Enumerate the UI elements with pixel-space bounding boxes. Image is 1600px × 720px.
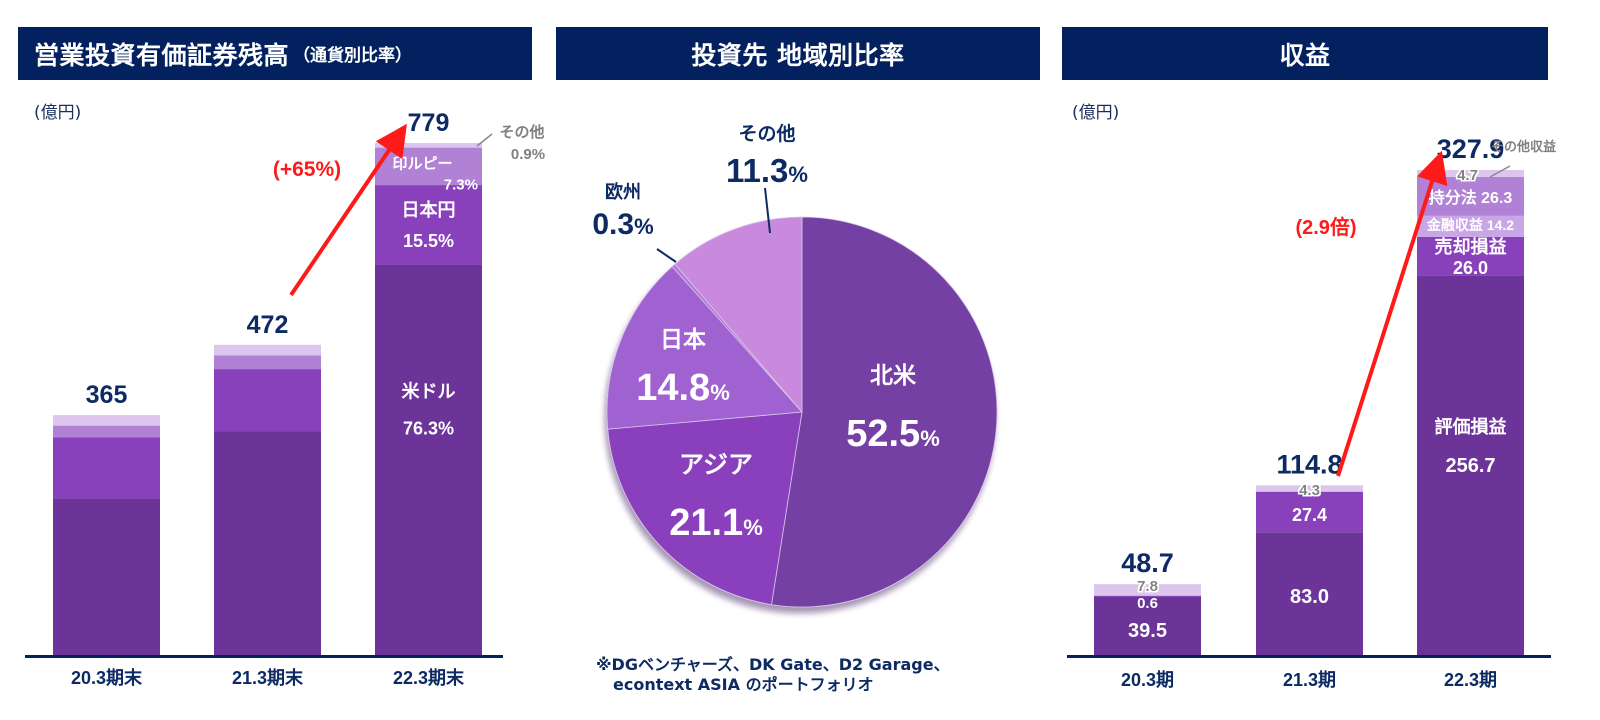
- bar-segment-1: [53, 437, 160, 499]
- growth-arrow: [289, 123, 407, 297]
- bar-total-label: 114.8: [1276, 449, 1342, 479]
- segment-label: 7.8: [1137, 578, 1158, 595]
- bar-segment-1: [1417, 236, 1524, 276]
- pie-label-name: 北米: [870, 362, 917, 388]
- segment-label: その他収益: [1491, 139, 1556, 154]
- bar-segment-0: [1256, 532, 1363, 655]
- header-region-ratio: 投資先 地域別比率: [556, 27, 1040, 80]
- pie-slice: [606, 265, 803, 430]
- growth-arrow: [1336, 150, 1448, 477]
- footnote-line-2: econtext ASIA のポートフォリオ: [613, 675, 874, 694]
- bar-total-label: 327.9: [1437, 134, 1505, 164]
- bar-total-label: 365: [86, 381, 128, 409]
- header-title: 投資先 地域別比率: [691, 40, 905, 70]
- bar-segment-3: [214, 344, 321, 356]
- segment-label-name: 印ルピー: [392, 155, 452, 173]
- header-title: 営業投資有価証券残高: [34, 40, 290, 70]
- bar-segment-1: [375, 185, 482, 265]
- growth-label: (2.9倍): [1295, 215, 1356, 239]
- bar-segment-0: [1417, 275, 1524, 655]
- x-tick-label: 21.3期末: [232, 667, 304, 688]
- bar-segment-1: [214, 369, 321, 432]
- bar-segment-3: [375, 143, 482, 148]
- x-tick-label: 22.3期: [1444, 670, 1497, 690]
- header-title: 収益: [1279, 40, 1331, 70]
- x-tick-label: 22.3期末: [393, 667, 465, 688]
- bar-total-label: 779: [408, 109, 450, 137]
- bar-segment-0: [375, 264, 482, 655]
- x-tick-label: 20.3期: [1121, 670, 1174, 690]
- segment-label: 4.7: [1457, 167, 1478, 184]
- pie-slices: [606, 216, 998, 608]
- pie-leader-line: [656, 248, 677, 263]
- segment-label-name: 日本円: [402, 199, 456, 220]
- pie-label-name: 日本: [660, 326, 706, 352]
- x-tick-label: 21.3期: [1283, 670, 1336, 690]
- pie-label-value: 0.3%: [592, 208, 653, 241]
- bar-segment-0: [1094, 596, 1201, 655]
- bar-total-label: 48.7: [1121, 548, 1174, 578]
- segment-label: 26.0: [1453, 258, 1488, 278]
- pie-label-value: 21.1%: [669, 502, 763, 544]
- chart-revenue: 48.7 20.3期 114.8 21.3期 327.9 22.3期 39.5 0.67.8 8…: [1067, 134, 1556, 690]
- header-operating-securities: 営業投資有価証券残高 （通貨別比率）: [18, 27, 532, 80]
- pie-label-value: 11.3%: [726, 152, 808, 189]
- segment-label: 4.3: [1299, 482, 1320, 499]
- pie-label-value: 14.8%: [636, 367, 730, 409]
- segment-label: 39.5: [1128, 620, 1167, 642]
- bar-segment-0: [214, 431, 321, 655]
- callout-label-value: 0.9%: [511, 146, 545, 163]
- segment-label: 27.4: [1292, 505, 1327, 525]
- segment-label: 評価損益: [1435, 416, 1507, 437]
- bar-segment-4: [1417, 170, 1524, 177]
- callout-line: [476, 133, 493, 147]
- pie-label-name: アジア: [679, 451, 753, 479]
- bar-segment-3: [53, 415, 160, 426]
- growth-label: (+65%): [273, 158, 341, 181]
- segment-label: 0.6: [1137, 595, 1158, 612]
- bar-segment-4: [1094, 584, 1201, 596]
- bar-segment-2: [214, 355, 321, 370]
- header-subtitle: （通貨別比率）: [293, 46, 413, 66]
- segment-label: 256.7: [1445, 455, 1495, 477]
- bar-segment-2: [53, 425, 160, 438]
- segment-label: 83.0: [1290, 586, 1329, 608]
- segment-label-value: 15.5%: [403, 231, 454, 251]
- segment-label: 売却損益: [1435, 236, 1507, 257]
- bar-segment-2: [1417, 215, 1524, 237]
- bar-total-label: 472: [247, 311, 289, 339]
- footnote-line-1: ※DGベンチャーズ、DK Gate、D2 Garage、: [596, 655, 950, 674]
- callout-line: [1489, 165, 1511, 178]
- callout-label-name: その他: [499, 123, 544, 141]
- segment-label: 金融収益 14.2: [1426, 217, 1514, 233]
- x-tick-label: 20.3期末: [71, 667, 143, 688]
- pie-label-name: 欧州: [605, 181, 641, 202]
- pie-slice: [674, 216, 803, 414]
- segment-label: 持分法 26.3: [1429, 188, 1513, 207]
- portfolio-footnote: ※DGベンチャーズ、DK Gate、D2 Garage、 econtext AS…: [596, 655, 950, 695]
- pie-label-name: その他: [738, 122, 795, 145]
- segment-label-value: 7.3%: [444, 177, 478, 194]
- header-revenue: 収益: [1062, 27, 1548, 80]
- bar-segment-0: [53, 498, 160, 655]
- unit-label-right: (億円): [1072, 103, 1120, 123]
- chart-region-pie: 北米 52.5% アジア 21.1% 日本 14.8% 欧州 0.3% その他 11.3%: [592, 122, 998, 608]
- segment-label-value: 76.3%: [403, 419, 454, 439]
- pie-leader-line: [764, 187, 771, 234]
- pie-label-value: 52.5%: [846, 413, 940, 455]
- unit-label-left: (億円): [34, 103, 82, 123]
- bar-segment-4: [1256, 485, 1363, 492]
- bar-segment-1: [1094, 595, 1201, 597]
- bar-segment-1: [1256, 491, 1363, 533]
- pie-slice: [607, 411, 803, 606]
- segment-label-name: 米ドル: [402, 381, 456, 402]
- pie-slice: [771, 216, 998, 608]
